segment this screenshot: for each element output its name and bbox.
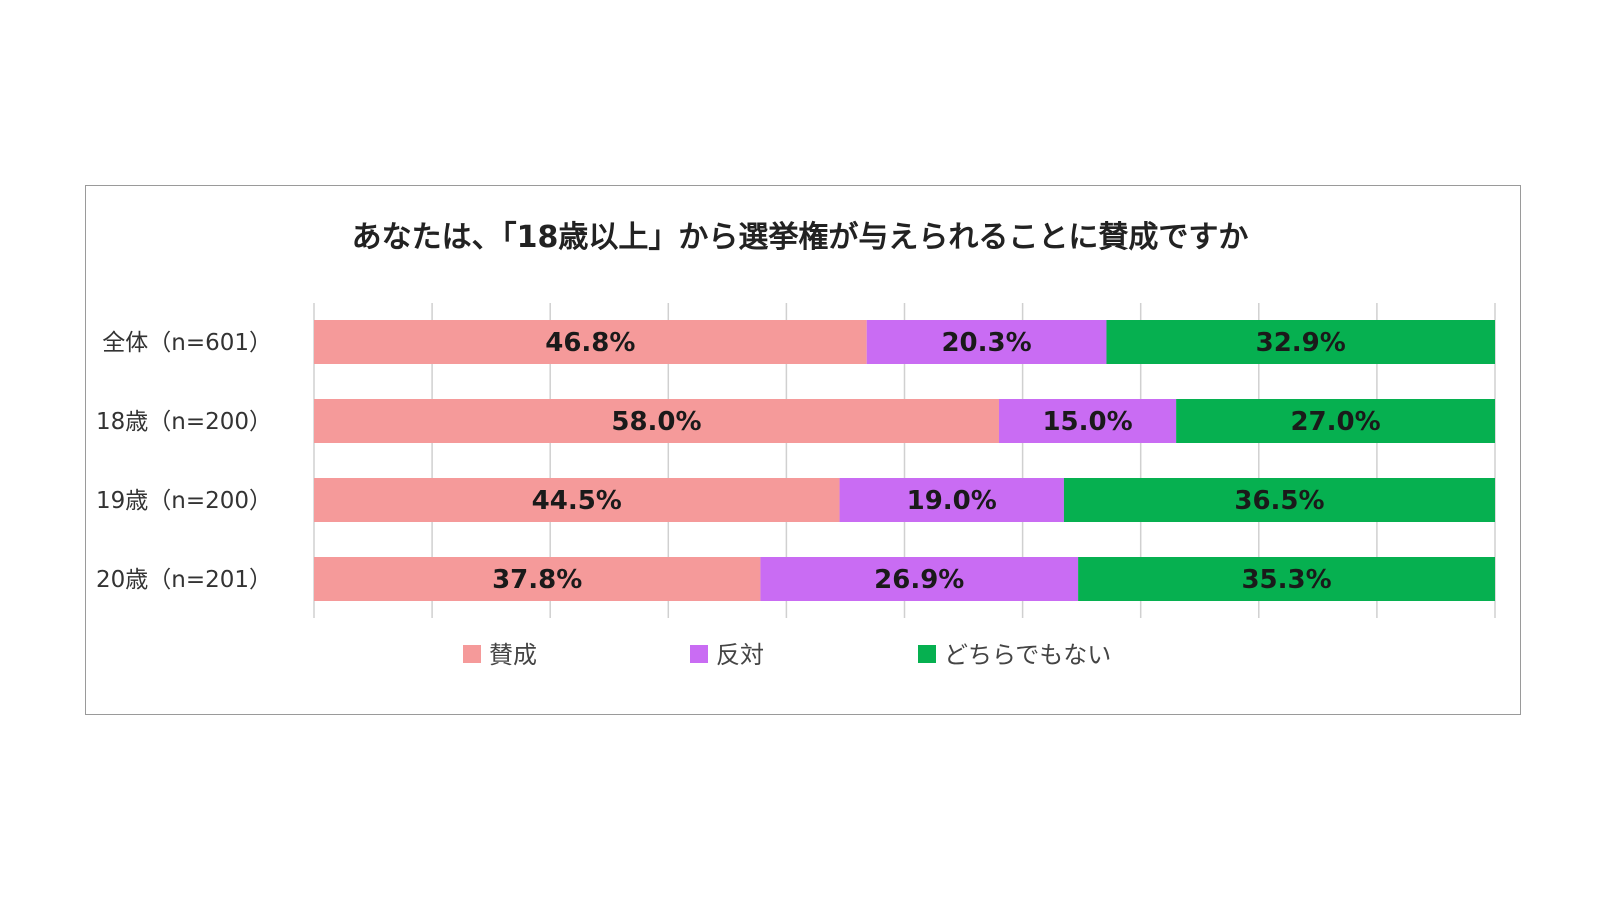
data-label: 15.0% [1042, 407, 1132, 437]
data-label: 20.3% [941, 328, 1031, 358]
category-label: 全体（n=601） [102, 330, 272, 356]
bar-segment [1063, 478, 1495, 522]
category-label: 19歳（n=200） [96, 488, 272, 514]
data-label: 44.5% [532, 486, 622, 516]
bar-segment [760, 557, 1079, 601]
bar-segment [314, 478, 840, 522]
bar-segment [839, 478, 1064, 522]
bar-segment [1078, 557, 1495, 601]
bar-segment [1106, 320, 1495, 364]
data-label: 36.5% [1234, 486, 1324, 516]
data-label: 19.0% [907, 486, 997, 516]
data-label: 26.9% [874, 565, 964, 595]
legend-label: どちらでもない [944, 641, 1111, 669]
legend-swatch [690, 645, 708, 663]
bar-segment [314, 320, 867, 364]
data-label: 35.3% [1241, 565, 1331, 595]
bar-segment [314, 399, 999, 443]
legend-swatch [918, 645, 936, 663]
data-label: 32.9% [1256, 328, 1346, 358]
bar-segment [314, 557, 761, 601]
bar-segment [1176, 399, 1495, 443]
data-label: 37.8% [492, 565, 582, 595]
data-label: 27.0% [1290, 407, 1380, 437]
legend-swatch [463, 645, 481, 663]
category-label: 20歳（n=201） [96, 567, 272, 593]
bar-segment [998, 399, 1177, 443]
legend-label: 賛成 [489, 641, 537, 669]
category-label: 18歳（n=200） [96, 409, 272, 435]
bar-segment [866, 320, 1107, 364]
data-label: 58.0% [611, 407, 701, 437]
legend-label: 反対 [716, 641, 764, 669]
chart-frame [85, 185, 1521, 715]
data-label: 46.8% [545, 328, 635, 358]
chart-title: あなたは、「18歳以上」から選挙権が与えられることに賛成ですか [351, 220, 1249, 255]
